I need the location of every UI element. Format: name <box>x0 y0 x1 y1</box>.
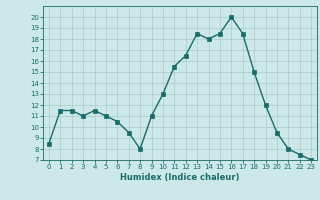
X-axis label: Humidex (Indice chaleur): Humidex (Indice chaleur) <box>120 173 240 182</box>
